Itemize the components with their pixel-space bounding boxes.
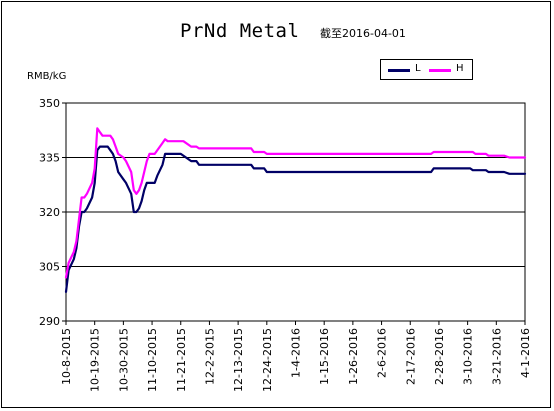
x-tick-label-14: 3-10-2016 bbox=[462, 328, 475, 385]
x-tick-label-9: 1-15-2016 bbox=[318, 328, 331, 385]
x-tick-label-7: 12-24-2015 bbox=[261, 328, 274, 392]
series-line-l bbox=[64, 145, 527, 293]
y-axis-label: RMB/kG bbox=[27, 71, 67, 82]
x-tick-label-16: 4-1-2016 bbox=[519, 328, 532, 378]
x-tick-label-2: 10-30-2015 bbox=[117, 328, 130, 392]
chart-subtitle: 截至2016-04-01 bbox=[320, 27, 406, 40]
legend: L H bbox=[380, 59, 473, 80]
x-tick-label-6: 12-13-2015 bbox=[232, 328, 245, 392]
legend-label-l: L bbox=[415, 63, 421, 74]
legend-label-h: H bbox=[456, 63, 464, 74]
x-tick-label-4: 11-21-2015 bbox=[175, 328, 188, 392]
x-tick-label-1: 10-19-2015 bbox=[89, 328, 102, 392]
chart-title: PrNd Metal bbox=[180, 20, 300, 42]
x-tick-label-0: 10-8-2015 bbox=[60, 328, 73, 385]
x-tick-label-10: 1-26-2016 bbox=[347, 328, 360, 385]
x-tick-label-13: 2-28-2016 bbox=[433, 328, 446, 385]
y-tick-label-320: 320 bbox=[39, 206, 60, 219]
y-tick-label-335: 335 bbox=[39, 152, 60, 165]
y-tick-label-305: 305 bbox=[39, 261, 60, 274]
x-tick-label-8: 1-4-2016 bbox=[290, 328, 303, 378]
legend-swatch-h bbox=[429, 69, 451, 72]
x-tick-label-5: 12-2-2015 bbox=[203, 328, 216, 385]
x-tick-label-3: 11-10-2015 bbox=[146, 328, 159, 392]
legend-swatch-l bbox=[388, 69, 410, 72]
x-tick-label-11: 2-6-2016 bbox=[376, 328, 389, 378]
x-tick-label-12: 2-17-2016 bbox=[404, 328, 417, 385]
y-tick-label-290: 290 bbox=[39, 315, 60, 328]
x-tick-label-15: 3-21-2016 bbox=[490, 328, 503, 385]
series-line-h bbox=[64, 127, 527, 279]
y-tick-label-350: 350 bbox=[39, 97, 60, 110]
